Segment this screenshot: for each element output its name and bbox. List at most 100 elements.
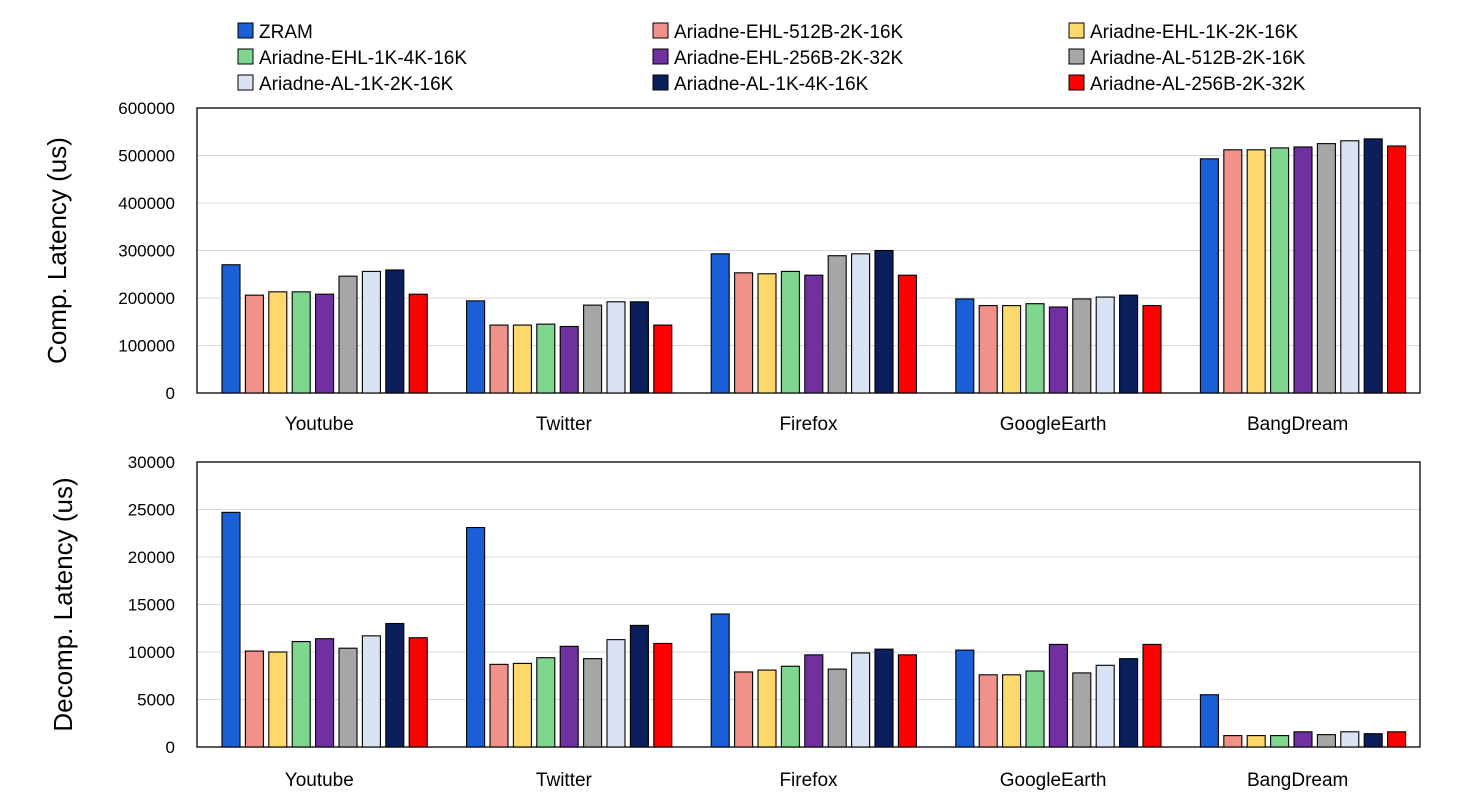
legend-label-ariadne-al-256b-2k-32k: Ariadne-AL-256B-2K-32K bbox=[1090, 74, 1306, 95]
bar-youtube-ariadne-al-1k-4k-16k bbox=[385, 622, 405, 748]
bar-googleearth-ariadne-ehl-1k-2k-16k bbox=[1002, 674, 1022, 748]
bar-googleearth-ariadne-al-512b-2k-16k bbox=[1072, 672, 1092, 748]
bar-twitter-ariadne-ehl-256b-2k-32k bbox=[559, 325, 579, 394]
bar-googleearth-ariadne-ehl-256b-2k-32k bbox=[1048, 306, 1068, 394]
bar-bangdream-ariadne-al-1k-2k-16k bbox=[1340, 140, 1360, 394]
bar-bangdream-zram bbox=[1199, 694, 1219, 748]
bar-twitter-ariadne-al-256b-2k-32k bbox=[653, 642, 673, 748]
legend-label-ariadne-al-1k-2k-16k: Ariadne-AL-1K-2K-16K bbox=[259, 74, 454, 95]
bar-bangdream-ariadne-al-512b-2k-16k bbox=[1316, 143, 1336, 394]
legend-swatch-ariadne-al-512b-2k-16k bbox=[1068, 48, 1085, 65]
legend-label-ariadne-ehl-512b-2k-16k: Ariadne-EHL-512B-2K-16K bbox=[674, 22, 904, 43]
bar-firefox-ariadne-ehl-1k-2k-16k bbox=[757, 273, 777, 394]
bar-youtube-ariadne-al-1k-2k-16k bbox=[361, 635, 381, 748]
bar-bangdream-ariadne-ehl-1k-4k-16k bbox=[1270, 735, 1290, 748]
bar-twitter-ariadne-ehl-256b-2k-32k bbox=[559, 645, 579, 748]
x-tick-label-bangdream: BangDream bbox=[1247, 770, 1348, 791]
y-tick-label: 20000 bbox=[128, 548, 175, 567]
legend-swatch-ariadne-ehl-256b-2k-32k bbox=[652, 48, 669, 65]
bar-googleearth-ariadne-al-256b-2k-32k bbox=[1142, 305, 1162, 394]
bar-youtube-ariadne-ehl-512b-2k-16k bbox=[244, 650, 264, 748]
bar-bangdream-ariadne-al-1k-2k-16k bbox=[1340, 731, 1360, 748]
bar-firefox-ariadne-al-1k-4k-16k bbox=[874, 648, 894, 748]
bar-googleearth-ariadne-ehl-1k-4k-16k bbox=[1025, 303, 1045, 394]
bar-googleearth-ariadne-al-512b-2k-16k bbox=[1072, 298, 1092, 394]
legend-label-ariadne-ehl-1k-2k-16k: Ariadne-EHL-1K-2K-16K bbox=[1090, 22, 1298, 43]
bar-bangdream-ariadne-ehl-512b-2k-16k bbox=[1223, 149, 1243, 394]
x-tick-label-firefox: Firefox bbox=[779, 770, 838, 791]
legend-swatch-ariadne-al-1k-2k-16k bbox=[237, 74, 254, 91]
legend-label-ariadne-al-512b-2k-16k: Ariadne-AL-512B-2K-16K bbox=[1090, 48, 1306, 69]
bar-firefox-ariadne-ehl-512b-2k-16k bbox=[734, 671, 754, 748]
bar-googleearth-ariadne-ehl-1k-2k-16k bbox=[1002, 305, 1022, 394]
bar-bangdream-ariadne-al-1k-4k-16k bbox=[1363, 138, 1383, 394]
y-tick-label: 30000 bbox=[128, 453, 175, 472]
bar-googleearth-ariadne-ehl-256b-2k-32k bbox=[1048, 643, 1068, 748]
bar-twitter-ariadne-ehl-512b-2k-16k bbox=[489, 324, 509, 394]
legend-swatch-ariadne-al-1k-4k-16k bbox=[652, 74, 669, 91]
legend-swatch-ariadne-al-256b-2k-32k bbox=[1068, 74, 1085, 91]
bar-firefox-ariadne-al-512b-2k-16k bbox=[827, 668, 847, 748]
x-tick-label-youtube: Youtube bbox=[285, 414, 354, 435]
bar-bangdream-ariadne-ehl-1k-2k-16k bbox=[1246, 149, 1266, 394]
bar-youtube-ariadne-al-512b-2k-16k bbox=[338, 647, 358, 748]
y-tick-label: 5000 bbox=[137, 691, 175, 710]
bar-twitter-ariadne-al-1k-4k-16k bbox=[629, 624, 649, 748]
bar-googleearth-ariadne-al-1k-4k-16k bbox=[1119, 294, 1139, 394]
bar-firefox-ariadne-al-1k-4k-16k bbox=[874, 249, 894, 394]
bar-twitter-ariadne-al-256b-2k-32k bbox=[653, 324, 673, 394]
bar-twitter-zram bbox=[466, 300, 486, 394]
bar-googleearth-zram bbox=[955, 298, 975, 394]
legend-swatch-ariadne-ehl-1k-2k-16k bbox=[1068, 22, 1085, 39]
bar-twitter-ariadne-ehl-512b-2k-16k bbox=[489, 663, 509, 748]
bar-twitter-ariadne-al-1k-4k-16k bbox=[629, 301, 649, 394]
bar-twitter-ariadne-al-1k-2k-16k bbox=[606, 301, 626, 394]
y-tick-label: 100000 bbox=[118, 337, 175, 356]
legend-swatch-ariadne-ehl-512b-2k-16k bbox=[652, 22, 669, 39]
legend-swatch-zram bbox=[237, 22, 254, 39]
y-tick-label: 600000 bbox=[118, 99, 175, 118]
bar-youtube-ariadne-ehl-1k-2k-16k bbox=[268, 291, 288, 394]
decomp-latency-panel: 0 5000 10000 15000 20000 25000 30000 Youtube Twi… bbox=[48, 453, 1421, 791]
bar-firefox-ariadne-ehl-256b-2k-32k bbox=[804, 654, 824, 748]
bar-youtube-zram bbox=[221, 511, 241, 748]
bar-firefox-ariadne-ehl-1k-4k-16k bbox=[780, 270, 800, 394]
bar-youtube-ariadne-al-1k-2k-16k bbox=[361, 270, 381, 394]
x-tick-label-bangdream: BangDream bbox=[1247, 414, 1348, 435]
y-tick-label: 0 bbox=[166, 384, 175, 403]
bar-firefox-ariadne-al-1k-2k-16k bbox=[851, 253, 871, 394]
bar-firefox-ariadne-al-512b-2k-16k bbox=[827, 255, 847, 394]
x-tick-label-googleearth: GoogleEarth bbox=[1000, 414, 1107, 435]
y-tick-label: 500000 bbox=[118, 147, 175, 166]
bar-twitter-ariadne-al-1k-2k-16k bbox=[606, 639, 626, 748]
bar-bangdream-ariadne-ehl-256b-2k-32k bbox=[1293, 731, 1313, 748]
bar-youtube-ariadne-al-512b-2k-16k bbox=[338, 275, 358, 394]
bar-bangdream-ariadne-ehl-256b-2k-32k bbox=[1293, 146, 1313, 394]
bar-googleearth-ariadne-ehl-512b-2k-16k bbox=[978, 674, 998, 748]
bar-firefox-ariadne-al-256b-2k-32k bbox=[897, 654, 917, 748]
y-tick-label: 0 bbox=[166, 738, 175, 757]
x-tick-label-twitter: Twitter bbox=[536, 414, 593, 435]
bar-twitter-ariadne-ehl-1k-2k-16k bbox=[512, 324, 532, 394]
bar-twitter-zram bbox=[466, 526, 486, 748]
bar-firefox-ariadne-al-256b-2k-32k bbox=[897, 274, 917, 394]
bar-googleearth-ariadne-ehl-512b-2k-16k bbox=[978, 305, 998, 394]
y-tick-label: 10000 bbox=[128, 643, 175, 662]
bar-youtube-ariadne-ehl-512b-2k-16k bbox=[244, 294, 264, 394]
legend-label-zram: ZRAM bbox=[259, 22, 313, 43]
bar-bangdream-ariadne-ehl-512b-2k-16k bbox=[1223, 735, 1243, 748]
bar-youtube-ariadne-ehl-256b-2k-32k bbox=[315, 293, 335, 394]
bar-firefox-zram bbox=[710, 253, 730, 394]
x-tick-label-youtube: Youtube bbox=[285, 770, 354, 791]
legend: ZRAM Ariadne-EHL-512B-2K-16K Ariadne-EHL-1… bbox=[237, 22, 1306, 95]
y-axis-label: Comp. Latency (us) bbox=[42, 137, 72, 364]
y-tick-label: 15000 bbox=[128, 596, 175, 615]
bar-bangdream-zram bbox=[1199, 158, 1219, 394]
bar-twitter-ariadne-ehl-1k-4k-16k bbox=[536, 323, 556, 394]
x-tick-label-twitter: Twitter bbox=[536, 770, 593, 791]
bar-googleearth-ariadne-al-1k-4k-16k bbox=[1119, 658, 1139, 748]
legend-label-ariadne-al-1k-4k-16k: Ariadne-AL-1K-4K-16K bbox=[674, 74, 869, 95]
bar-googleearth-ariadne-ehl-1k-4k-16k bbox=[1025, 670, 1045, 748]
legend-label-ariadne-ehl-1k-4k-16k: Ariadne-EHL-1K-4K-16K bbox=[259, 48, 467, 69]
